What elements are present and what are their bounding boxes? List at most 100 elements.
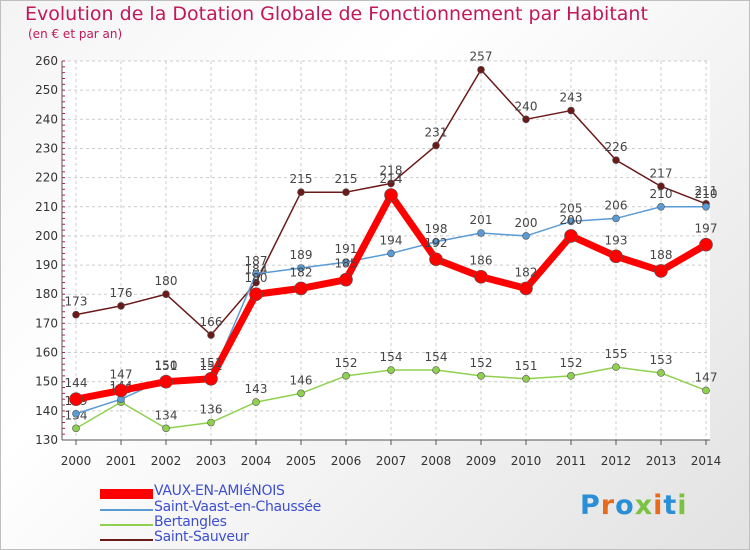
- data-point-saint-sauveur: [432, 141, 440, 150]
- data-label-saint-vaast-en-chauss-e: 206: [605, 198, 628, 212]
- data-point-bertangles: [657, 369, 665, 377]
- data-point-saint-sauveur: [162, 290, 170, 299]
- data-label-saint-vaast-en-chauss-e: 191: [335, 242, 358, 256]
- data-label-bertangles: 152: [335, 356, 358, 370]
- data-label-vaux-en-ami-nois: 197: [695, 222, 718, 236]
- data-point-vaux-en-ami-nois: [114, 383, 128, 398]
- data-label-saint-sauveur: 243: [560, 91, 583, 105]
- x-tick-label: 2002: [151, 454, 182, 468]
- data-point-bertangles: [612, 363, 620, 371]
- data-point-saint-vaast-en-chauss-e: [657, 202, 665, 211]
- data-point-vaux-en-ami-nois: [699, 237, 713, 252]
- y-tick-label: 250: [35, 83, 58, 97]
- data-label-bertangles: 152: [560, 356, 583, 370]
- data-label-saint-sauveur: 218: [380, 163, 403, 177]
- data-label-bertangles: 155: [605, 347, 628, 361]
- x-tick-label: 2003: [196, 454, 227, 468]
- legend-label-saint-sauveur: Saint-Sauveur: [154, 529, 249, 545]
- x-tick-label: 2008: [421, 454, 452, 468]
- x-tick-label: 2012: [601, 454, 632, 468]
- data-label-saint-vaast-en-chauss-e: 205: [560, 201, 583, 215]
- data-point-vaux-en-ami-nois: [564, 229, 578, 243]
- data-point-saint-sauveur: [567, 106, 575, 115]
- data-label-bertangles: 136: [200, 403, 223, 417]
- data-label-vaux-en-ami-nois: 150: [155, 359, 178, 373]
- data-point-saint-vaast-en-chauss-e: [567, 217, 575, 226]
- data-label-bertangles: 154: [380, 350, 403, 364]
- data-point-saint-vaast-en-chauss-e: [387, 249, 395, 258]
- y-tick-label: 200: [35, 229, 58, 243]
- data-point-vaux-en-ami-nois: [294, 281, 308, 296]
- data-label-saint-vaast-en-chauss-e: 200: [515, 216, 538, 230]
- data-label-bertangles: 143: [245, 382, 268, 396]
- data-label-saint-vaast-en-chauss-e: 151: [155, 359, 178, 373]
- y-tick-label: 160: [35, 346, 58, 360]
- data-label-saint-sauveur: 231: [425, 126, 448, 140]
- x-tick-label: 2005: [286, 454, 317, 468]
- x-tick-label: 2014: [691, 454, 722, 468]
- y-tick-label: 140: [35, 404, 58, 418]
- chart-title: Evolution de la Dotation Globale de Fonc…: [25, 3, 648, 25]
- x-tick-label: 2010: [511, 454, 542, 468]
- legend-swatch-vaux-en-ami-nois: [100, 489, 153, 499]
- data-label-saint-vaast-en-chauss-e: 189: [290, 248, 313, 262]
- x-tick-label: 2006: [331, 454, 362, 468]
- data-point-saint-vaast-en-chauss-e: [342, 258, 350, 266]
- data-label-vaux-en-ami-nois: 192: [425, 236, 448, 250]
- data-label-vaux-en-ami-nois: 188: [650, 248, 673, 262]
- data-point-saint-sauveur: [657, 182, 665, 191]
- data-point-bertangles: [162, 424, 170, 433]
- data-point-vaux-en-ami-nois: [474, 269, 488, 284]
- data-point-bertangles: [387, 366, 395, 374]
- data-label-saint-vaast-en-chauss-e: 194: [380, 233, 403, 247]
- legend-swatch-saint-vaast-en-chauss-e: [100, 509, 153, 511]
- data-label-saint-sauveur: 166: [200, 315, 223, 329]
- data-point-saint-vaast-en-chauss-e: [522, 232, 530, 240]
- data-point-saint-vaast-en-chauss-e: [612, 214, 620, 223]
- data-point-saint-sauveur: [207, 331, 215, 339]
- y-tick-label: 240: [35, 112, 58, 126]
- data-label-vaux-en-ami-nois: 182: [515, 265, 538, 279]
- data-label-saint-sauveur: 180: [155, 274, 178, 288]
- y-tick-label: 210: [35, 200, 58, 214]
- data-point-saint-sauveur: [522, 115, 530, 124]
- data-point-vaux-en-ami-nois: [654, 264, 668, 278]
- data-label-saint-sauveur: 240: [515, 99, 538, 113]
- chart-subtitle: (en € et par an): [28, 27, 123, 41]
- data-point-vaux-en-ami-nois: [519, 281, 533, 296]
- data-point-bertangles: [522, 374, 530, 383]
- data-point-saint-sauveur: [72, 310, 80, 319]
- data-label-vaux-en-ami-nois: 144: [65, 376, 88, 390]
- data-point-bertangles: [342, 372, 350, 380]
- data-label-saint-sauveur: 226: [605, 140, 628, 154]
- legend-label-bertangles: Bertangles: [154, 514, 227, 530]
- data-point-vaux-en-ami-nois: [609, 249, 623, 264]
- legend-swatch-saint-sauveur: [100, 539, 153, 541]
- x-tick-label: 2000: [61, 454, 92, 468]
- data-label-saint-sauveur: 215: [290, 172, 313, 186]
- data-point-saint-vaast-en-chauss-e: [702, 202, 710, 211]
- data-label-saint-vaast-en-chauss-e: 210: [650, 187, 673, 201]
- y-tick-label: 150: [35, 375, 58, 389]
- data-label-vaux-en-ami-nois: 214: [380, 172, 403, 186]
- data-label-saint-sauveur: 215: [335, 172, 358, 186]
- data-point-bertangles: [477, 372, 485, 380]
- data-point-saint-sauveur: [117, 302, 125, 310]
- data-point-saint-vaast-en-chauss-e: [252, 270, 260, 278]
- y-tick-label: 230: [35, 141, 58, 155]
- data-label-vaux-en-ami-nois: 185: [335, 257, 358, 271]
- data-label-saint-vaast-en-chauss-e: 198: [425, 222, 448, 236]
- y-tick-label: 260: [35, 54, 58, 68]
- data-label-saint-vaast-en-chauss-e: 201: [470, 213, 493, 227]
- y-tick-label: 130: [35, 433, 58, 447]
- data-label-saint-sauveur: 173: [65, 295, 88, 309]
- x-tick-label: 2013: [646, 454, 677, 468]
- data-label-saint-sauveur: 257: [470, 50, 493, 64]
- data-point-saint-vaast-en-chauss-e: [72, 409, 80, 418]
- proxiti-logo: Proxiti: [580, 490, 688, 521]
- data-label-saint-sauveur: 211: [695, 184, 718, 198]
- data-label-vaux-en-ami-nois: 193: [605, 233, 628, 247]
- data-point-bertangles: [252, 398, 260, 406]
- y-tick-label: 180: [35, 287, 58, 301]
- data-label-vaux-en-ami-nois: 182: [290, 265, 313, 279]
